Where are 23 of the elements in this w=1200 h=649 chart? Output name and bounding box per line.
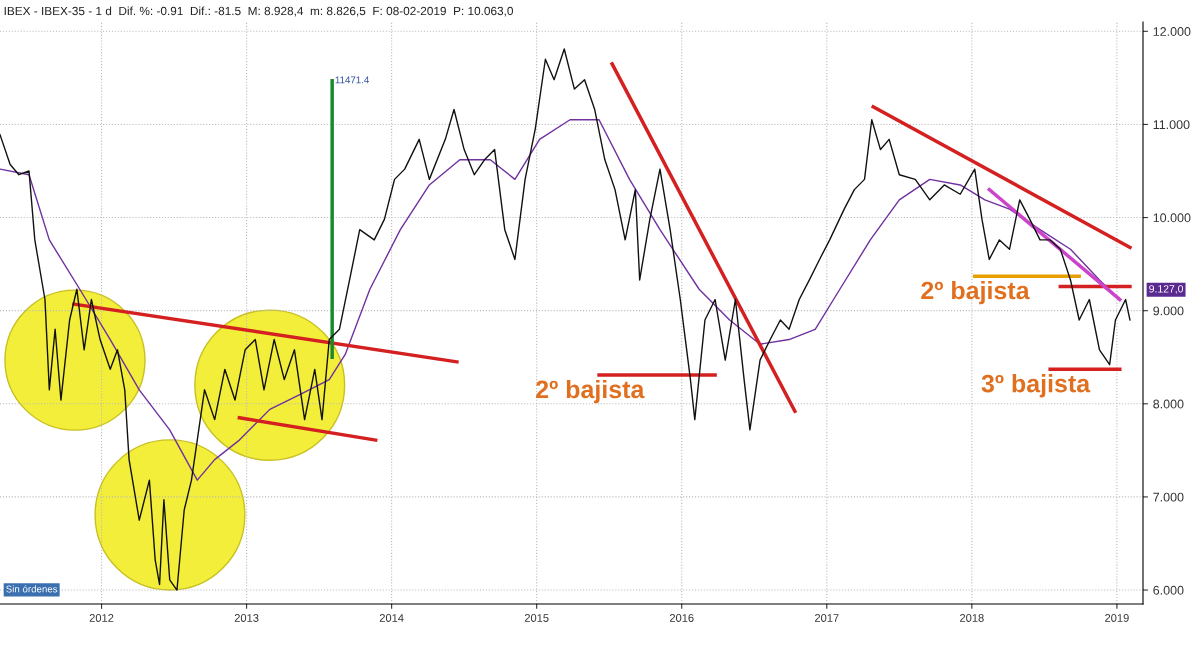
text: 9.127,0 (1149, 285, 1184, 294)
chart-title: IBEX - IBEX-35 - 1 d Dif. %: -0.91 Dif.: -81.5 M: 8.928,4 m: 8.826,5 F: 08-02-2019 P: 10.063,0 (4, 6, 513, 17)
line-series (0, 48, 1131, 591)
annotation: 3º bajista (981, 374, 1091, 398)
y-tick-label: 10.000 (1153, 213, 1191, 223)
y-tick-label: 11.000 (1153, 120, 1190, 130)
x-tick-label: 2015 (524, 614, 549, 622)
x-tick-label: 2017 (814, 614, 839, 622)
y-tick-label: 9.000 (1153, 306, 1184, 316)
y-tick-label: 12.000 (1153, 27, 1191, 36)
y-tick-label: 7.000 (1153, 492, 1184, 502)
y-tick-label: 6.000 (1153, 585, 1184, 595)
x-tick-label: 2018 (960, 614, 984, 622)
annotation: Sin órdenes (6, 585, 58, 593)
x-tick-label: 2014 (379, 614, 404, 622)
x-tick-label: 2016 (669, 614, 694, 622)
annotation: 2º bajista (536, 379, 645, 404)
annotation: 2º bajista (921, 280, 1030, 305)
y-tick-label: 8.000 (1153, 399, 1184, 409)
x-tick-label: 2019 (1105, 614, 1129, 622)
x-tick-label: 2012 (89, 614, 114, 622)
annotation: 11471.4 (335, 76, 370, 84)
x-tick-label: 2013 (234, 614, 259, 622)
